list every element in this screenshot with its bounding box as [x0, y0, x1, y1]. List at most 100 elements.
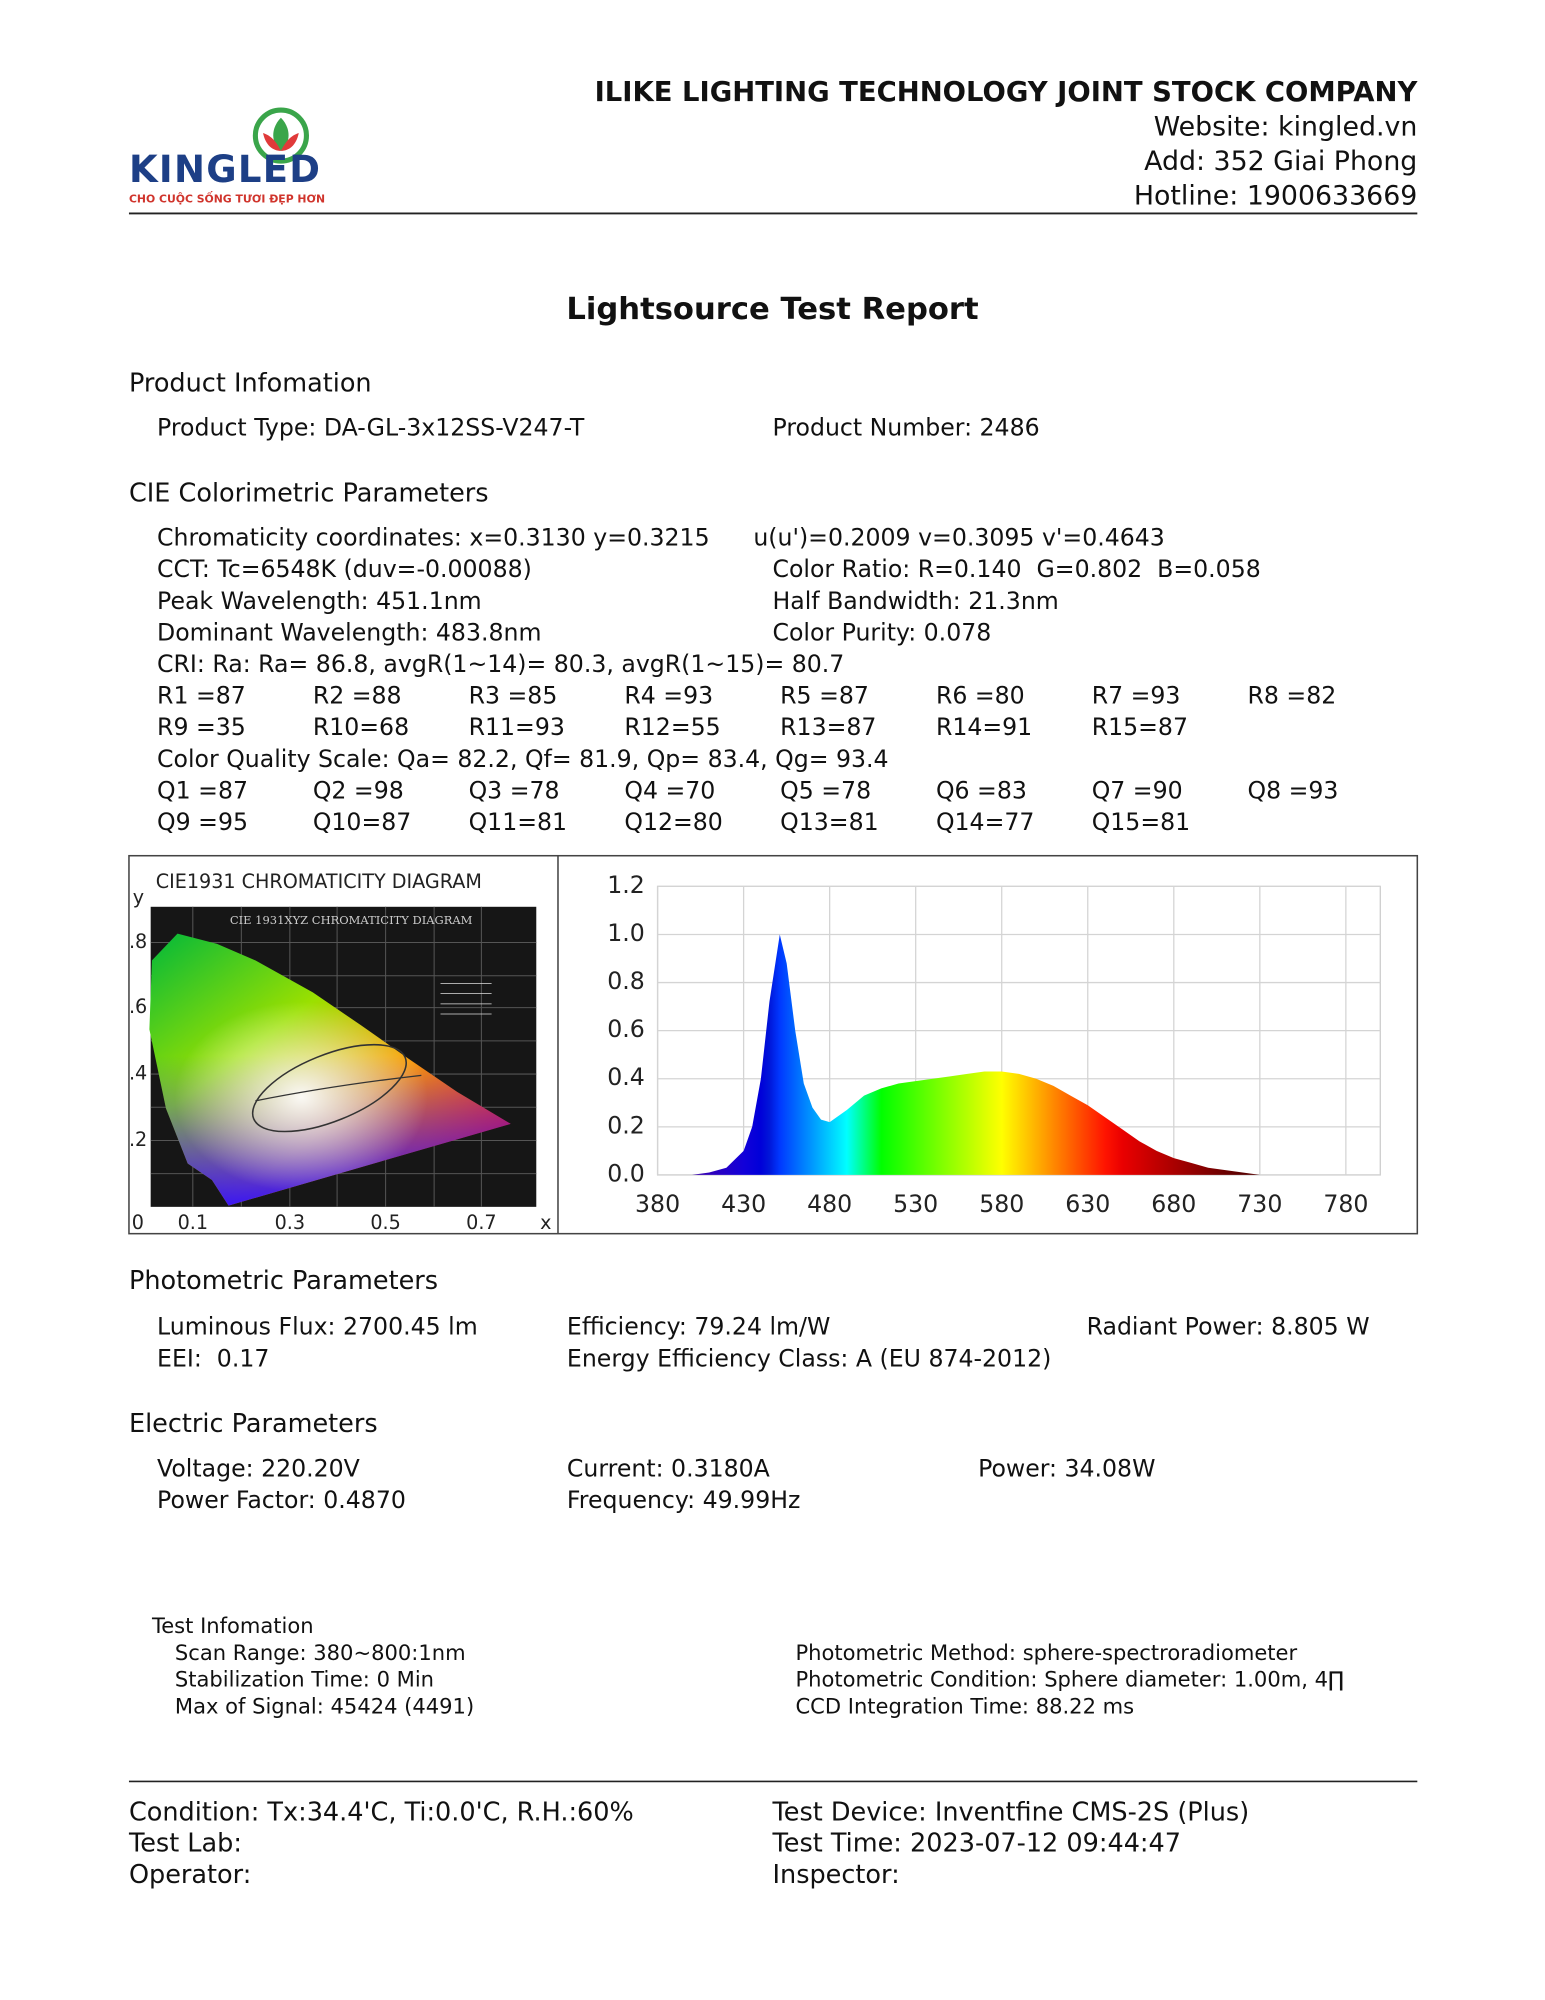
company-name: ILIKE LIGHTING TECHNOLOGY JOINT STOCK CO… — [595, 77, 1419, 108]
parameter: Q4 =70 — [624, 776, 715, 804]
parameter: EEI: 0.17 — [157, 1344, 269, 1372]
parameter: R5 =87 — [780, 682, 869, 710]
parameter: R4 =93 — [624, 682, 713, 710]
diagram-title: CIE1931 CHROMATICITY DIAGRAM — [156, 870, 482, 893]
logo-slogan: CHO CUỘC SỐNG TƯƠI ĐẸP HƠN — [129, 190, 325, 205]
parameter: Frequency: 49.99Hz — [567, 1486, 800, 1514]
parameter: R12=55 — [624, 713, 720, 741]
y-tick-label: 0.4 — [607, 1063, 645, 1091]
axis-label: x — [540, 1211, 551, 1234]
y-tick-label: .8 — [129, 930, 147, 953]
x-tick-label: 0.1 — [178, 1211, 208, 1234]
y-tick-label: 0.0 — [607, 1159, 645, 1187]
parameter: R1 =87 — [157, 682, 246, 710]
test-info: CCD Integration Time: 88.22 ms — [795, 1693, 1134, 1718]
parameter: CCT: Tc=6548K (duv=-0.00088) — [157, 555, 532, 583]
parameter: R7 =93 — [1092, 682, 1181, 710]
parameter: u(u')=0.2009 v=0.3095 v'=0.4643 — [753, 524, 1164, 552]
footer-field: Operator: — [129, 1860, 251, 1890]
y-tick-label: 0.8 — [607, 967, 645, 995]
test-info: Photometric Condition: Sphere diameter: … — [795, 1667, 1343, 1692]
footer-field: Condition: Tx:34.4'C, Ti:0.0'C, R.H.:60% — [129, 1797, 634, 1827]
x-tick-label: 480 — [807, 1190, 852, 1218]
logo — [252, 107, 309, 164]
parameter: Q11=81 — [469, 808, 567, 836]
test-info: Max of Signal: 45424 (4491) — [175, 1693, 474, 1718]
parameter: R9 =35 — [157, 713, 246, 741]
axis-label: y — [133, 885, 144, 908]
parameter: R13=87 — [780, 713, 876, 741]
test-info: Scan Range: 380~800:1nm — [175, 1640, 466, 1665]
footer-field: Test Time: 2023-07-12 09:44:47 — [772, 1829, 1181, 1859]
parameter: Energy Efficiency Class: A (EU 874-2012) — [567, 1344, 1051, 1372]
parameter: Q15=81 — [1092, 808, 1190, 836]
figure-frame — [128, 854, 1419, 1235]
spectrum-area — [657, 934, 1346, 1175]
x-tick-label: 530 — [893, 1190, 938, 1218]
x-tick-label: 780 — [1323, 1190, 1368, 1218]
x-tick-label: 0.7 — [466, 1211, 496, 1234]
parameter: Q13=81 — [780, 808, 878, 836]
company-website: Website: kingled.vn — [1154, 111, 1418, 142]
parameter: Q8 =93 — [1247, 776, 1338, 804]
section-heading: Photometric Parameters — [129, 1266, 438, 1296]
x-tick-label: 0.3 — [275, 1211, 305, 1234]
parameter: R6 =80 — [936, 682, 1025, 710]
parameter: Q14=77 — [936, 808, 1034, 836]
x-tick-label: 380 — [635, 1190, 680, 1218]
company-address: Add: 352 Giai Phong — [1144, 146, 1417, 177]
parameter: Radiant Power: 8.805 W — [1087, 1313, 1370, 1341]
x-tick-label: 0 — [132, 1211, 144, 1234]
footer-field: Inspector: — [773, 1860, 900, 1890]
parameter: Q12=80 — [624, 808, 722, 836]
y-tick-label: .6 — [129, 995, 147, 1018]
parameter: Color Purity: 0.078 — [773, 618, 992, 646]
parameter: Product Number: 2486 — [773, 414, 1040, 442]
parameter: Power: 34.08W — [978, 1454, 1155, 1482]
footer-field: Test Lab: — [128, 1829, 242, 1859]
report-title: Lightsource Test Report — [566, 292, 978, 327]
parameter: Voltage: 220.20V — [157, 1454, 360, 1482]
parameter: Q3 =78 — [469, 776, 560, 804]
parameter: Q1 =87 — [157, 776, 248, 804]
y-tick-label: 1.0 — [607, 919, 645, 947]
parameter: Half Bandwidth: 21.3nm — [773, 587, 1059, 615]
y-tick-label: 1.2 — [607, 871, 645, 899]
parameter: Q9 =95 — [157, 808, 248, 836]
parameter: Chromaticity coordinates: x=0.3130 y=0.3… — [157, 524, 710, 552]
x-tick-label: 0.5 — [370, 1211, 400, 1234]
parameter: R14=91 — [936, 713, 1032, 741]
parameter: Q10=87 — [313, 808, 411, 836]
parameter: R8 =82 — [1247, 682, 1336, 710]
parameter: R3 =85 — [469, 682, 558, 710]
parameter: Peak Wavelength: 451.1nm — [157, 587, 482, 615]
section-heading: Test Infomation — [151, 1613, 314, 1638]
parameter: Q2 =98 — [313, 776, 404, 804]
parameter: Power Factor: 0.4870 — [157, 1486, 406, 1514]
parameter: Q6 =83 — [936, 776, 1027, 804]
diagram-inner-title: CIE 1931XYZ CHROMATICITY DIAGRAM — [230, 913, 473, 927]
parameter: Luminous Flux: 2700.45 lm — [157, 1313, 478, 1341]
y-tick-label: .2 — [129, 1128, 147, 1151]
parameter: Efficiency: 79.24 lm/W — [567, 1313, 830, 1341]
section-heading: Product Infomation — [129, 369, 372, 399]
x-tick-label: 680 — [1151, 1190, 1196, 1218]
section-heading: Electric Parameters — [129, 1409, 378, 1439]
test-info: Photometric Method: sphere-spectroradiom… — [795, 1640, 1297, 1665]
parameter: R15=87 — [1092, 713, 1188, 741]
cie-diagram — [149, 906, 537, 1207]
parameter: Q7 =90 — [1092, 776, 1183, 804]
parameter: Dominant Wavelength: 483.8nm — [157, 618, 541, 646]
parameter: Current: 0.3180A — [567, 1454, 770, 1482]
x-tick-label: 630 — [1065, 1190, 1110, 1218]
y-tick-label: 0.6 — [607, 1015, 645, 1043]
section-heading: CIE Colorimetric Parameters — [129, 478, 489, 508]
logo-text: KINGLED — [129, 148, 321, 191]
parameter: R10=68 — [313, 713, 409, 741]
parameter: Color Quality Scale: Qa= 82.2, Qf= 81.9,… — [157, 745, 889, 773]
x-tick-label: 730 — [1237, 1190, 1282, 1218]
parameter: Color Ratio: R=0.140 G=0.802 B=0.058 — [773, 555, 1261, 583]
x-tick-label: 580 — [979, 1190, 1024, 1218]
y-tick-label: 0.2 — [607, 1111, 645, 1139]
